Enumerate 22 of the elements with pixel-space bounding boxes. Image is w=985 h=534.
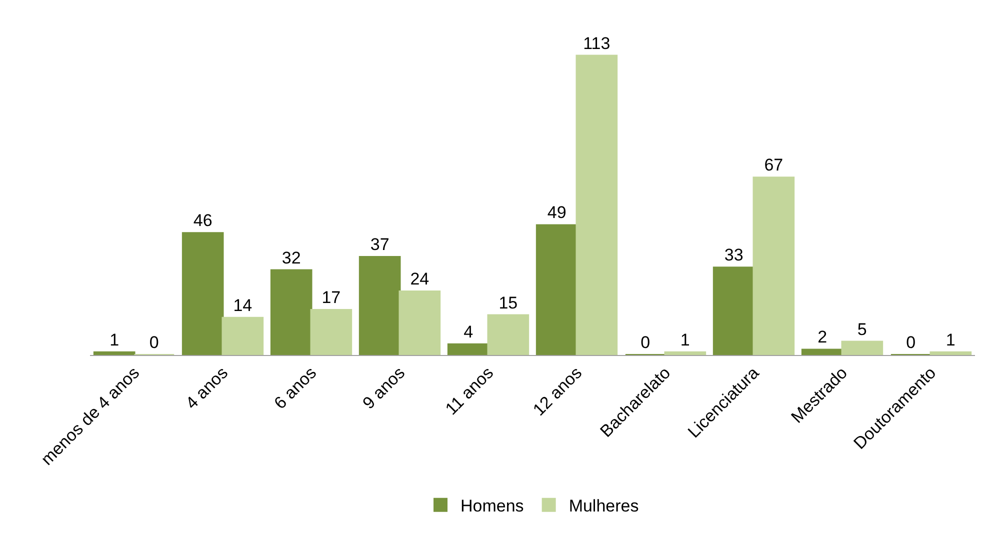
data-label: 1 <box>946 330 956 350</box>
data-label: 15 <box>498 293 518 312</box>
data-label: 4 <box>464 322 474 342</box>
data-label: 37 <box>370 235 390 254</box>
data-label: 14 <box>233 296 252 315</box>
data-label: 0 <box>149 333 159 352</box>
data-label: 46 <box>193 211 212 230</box>
data-label: 32 <box>282 248 301 268</box>
data-label: 67 <box>764 156 784 175</box>
data-label: 2 <box>818 328 828 347</box>
data-label: 17 <box>322 288 341 307</box>
data-label: 1 <box>680 330 690 350</box>
legend-label: Mulheres <box>568 496 639 516</box>
data-label: 1 <box>110 330 120 350</box>
data-label: 0 <box>640 333 650 352</box>
data-label: 0 <box>906 333 916 352</box>
data-label: 5 <box>857 320 867 339</box>
data-label: 113 <box>583 34 610 53</box>
data-label: 24 <box>410 269 430 288</box>
data-label: 49 <box>547 203 566 222</box>
data-label: 33 <box>724 246 744 265</box>
legend-label: Homens <box>460 496 524 516</box>
